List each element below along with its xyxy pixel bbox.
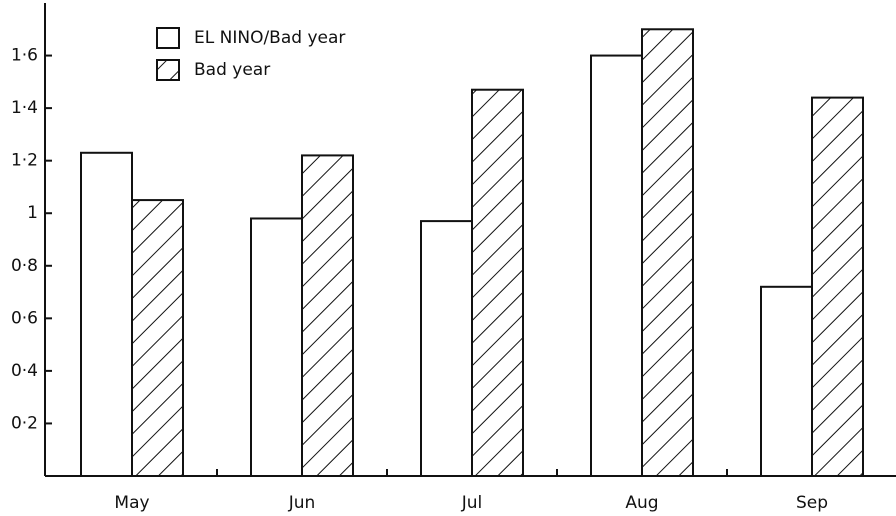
bar: [590, 54, 643, 478]
legend-label: EL NINO/Bad year: [194, 28, 345, 48]
x-tick-label: Aug: [625, 493, 658, 513]
bar: [471, 88, 524, 477]
y-tick-label: 1·6: [11, 46, 38, 66]
bar: [641, 28, 694, 478]
y-tick-label: 1: [27, 203, 38, 223]
y-tick-label: 1·2: [11, 151, 38, 171]
legend-swatch: [156, 27, 180, 49]
x-tick-label: Sep: [796, 493, 828, 513]
x-tick-label: Jun: [288, 493, 316, 513]
bar: [131, 199, 184, 477]
y-tick-label: 0·2: [11, 413, 38, 433]
bar: [250, 217, 303, 477]
bar: [760, 285, 813, 477]
legend-swatch: [156, 59, 180, 81]
bar: [811, 96, 864, 477]
bar: [301, 154, 354, 478]
bar: [80, 151, 133, 478]
y-tick-label: 0·4: [11, 361, 38, 381]
y-tick-label: 1·4: [11, 98, 38, 118]
x-tick-label: Jul: [461, 493, 483, 513]
y-tick-label: 0·6: [11, 308, 38, 328]
y-tick-label: 0·8: [11, 256, 38, 276]
x-tick-label: May: [114, 493, 149, 513]
bar: [420, 220, 473, 477]
legend-label: Bad year: [194, 60, 270, 80]
